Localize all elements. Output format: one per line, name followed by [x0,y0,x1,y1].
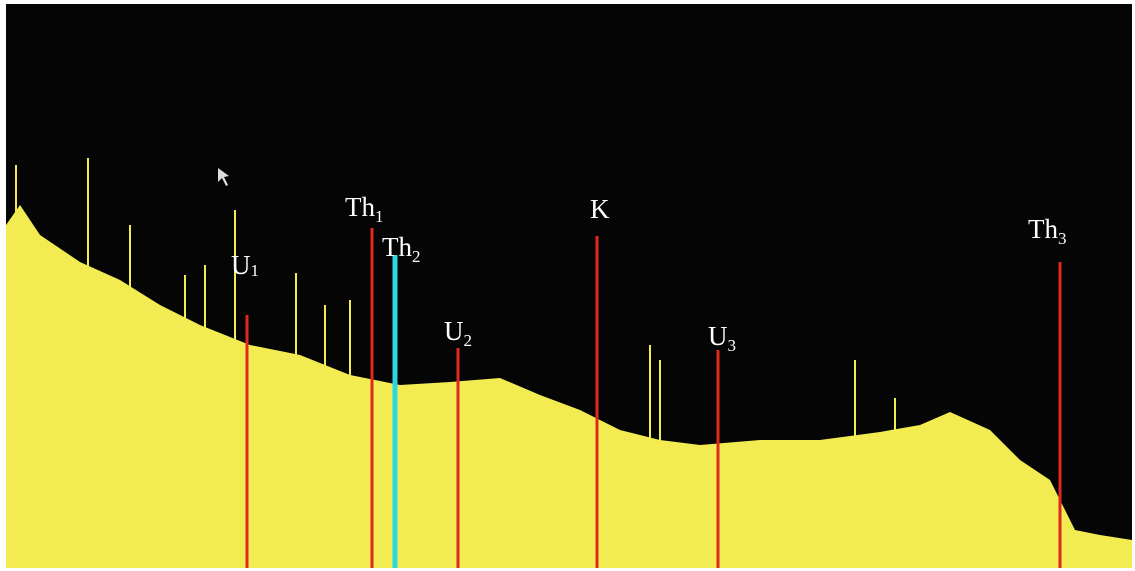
peak-label: K [590,194,610,224]
page: {"labels": [ {"base": "U", "sub": "1"}, … [0,0,1135,571]
spectrum-screen: U1 Th1 Th2 U2 K U3 Th3 [0,0,1135,571]
